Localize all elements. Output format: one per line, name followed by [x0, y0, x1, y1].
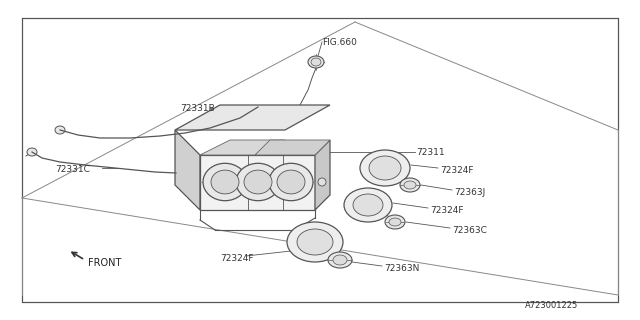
Ellipse shape: [297, 229, 333, 255]
Text: A723001225: A723001225: [525, 301, 579, 310]
Text: 72363J: 72363J: [454, 188, 485, 197]
Ellipse shape: [311, 58, 321, 66]
Polygon shape: [255, 140, 330, 155]
Polygon shape: [175, 130, 200, 210]
Text: FIG.660: FIG.660: [322, 38, 357, 47]
Ellipse shape: [236, 163, 280, 201]
Ellipse shape: [244, 170, 272, 194]
Ellipse shape: [389, 218, 401, 226]
Polygon shape: [315, 140, 330, 210]
Ellipse shape: [308, 56, 324, 68]
Polygon shape: [22, 18, 618, 302]
Text: 72363C: 72363C: [452, 226, 487, 235]
Text: 72311: 72311: [416, 148, 445, 157]
Ellipse shape: [333, 255, 347, 265]
Polygon shape: [200, 140, 285, 155]
Text: 72363N: 72363N: [384, 264, 419, 273]
Ellipse shape: [400, 178, 420, 192]
Polygon shape: [296, 40, 406, 118]
Text: 72331C: 72331C: [55, 165, 90, 174]
Ellipse shape: [55, 126, 65, 134]
Polygon shape: [175, 105, 330, 130]
Polygon shape: [200, 155, 315, 210]
Text: 72324F: 72324F: [430, 206, 463, 215]
Text: FRONT: FRONT: [88, 258, 122, 268]
Ellipse shape: [360, 150, 410, 186]
Text: 72324F: 72324F: [220, 254, 253, 263]
Ellipse shape: [277, 170, 305, 194]
Ellipse shape: [328, 252, 352, 268]
Text: 72324F: 72324F: [440, 166, 474, 175]
Ellipse shape: [369, 156, 401, 180]
Ellipse shape: [385, 215, 405, 229]
Ellipse shape: [203, 163, 247, 201]
Ellipse shape: [353, 194, 383, 216]
Ellipse shape: [404, 181, 416, 189]
Ellipse shape: [344, 188, 392, 222]
Text: 72331B: 72331B: [180, 104, 215, 113]
Ellipse shape: [211, 170, 239, 194]
Ellipse shape: [318, 178, 326, 186]
Ellipse shape: [269, 163, 313, 201]
Ellipse shape: [287, 222, 343, 262]
Ellipse shape: [27, 148, 37, 156]
